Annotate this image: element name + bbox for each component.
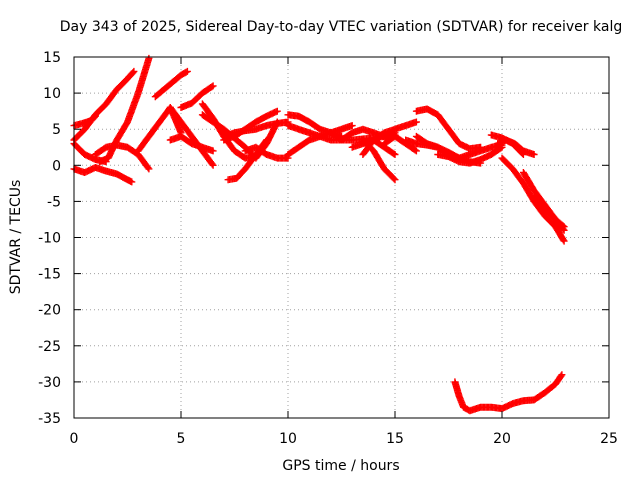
data-point bbox=[208, 160, 216, 168]
data-point bbox=[209, 82, 217, 90]
data-point bbox=[209, 147, 217, 155]
data-point bbox=[208, 83, 216, 91]
y-tick-label: -20 bbox=[38, 303, 61, 319]
data-point bbox=[128, 178, 136, 186]
series-track-q bbox=[241, 143, 292, 162]
series-track-s bbox=[284, 122, 356, 158]
data-series bbox=[70, 54, 568, 415]
data-point bbox=[145, 54, 153, 62]
data-point bbox=[390, 175, 398, 183]
series-track-f bbox=[91, 141, 153, 173]
axis-ticks: 0 5 10 15 20 25 15 10 5 0 -5 -10 -15 -20 -25 -30 -35 bbox=[38, 50, 618, 447]
y-tick-label: -15 bbox=[38, 267, 61, 283]
data-point bbox=[183, 67, 191, 75]
data-point bbox=[262, 137, 270, 145]
x-tick-label: 5 bbox=[177, 431, 186, 447]
data-point bbox=[477, 143, 485, 151]
y-axis-title: SDTVAR / TECUs bbox=[8, 180, 24, 295]
series-track-k bbox=[177, 82, 217, 111]
data-point bbox=[390, 150, 398, 158]
series-track-ab bbox=[412, 105, 485, 153]
data-point bbox=[273, 107, 281, 115]
data-point bbox=[130, 67, 138, 75]
series-track-ac bbox=[434, 143, 506, 167]
x-axis-title: GPS time / hours bbox=[282, 458, 399, 474]
data-point bbox=[182, 68, 190, 76]
y-tick-label: 5 bbox=[52, 122, 61, 138]
data-point bbox=[558, 371, 566, 379]
data-point bbox=[560, 223, 568, 231]
series-track-h bbox=[151, 67, 191, 101]
data-point bbox=[348, 122, 356, 130]
chart-title: Day 343 of 2025, Sidereal Day-to-day VTE… bbox=[60, 19, 622, 35]
data-point bbox=[391, 176, 399, 184]
series-track-ah bbox=[530, 194, 568, 231]
y-tick-label: 10 bbox=[43, 86, 61, 102]
data-point bbox=[412, 118, 420, 126]
y-tick-label: -30 bbox=[38, 375, 61, 391]
data-point bbox=[263, 136, 271, 144]
x-tick-label: 10 bbox=[279, 431, 297, 447]
x-tick-label: 0 bbox=[70, 431, 79, 447]
x-tick-label: 20 bbox=[493, 431, 511, 447]
data-point bbox=[391, 151, 399, 158]
series-track-x bbox=[359, 136, 399, 184]
y-tick-label: -35 bbox=[38, 411, 61, 427]
data-point bbox=[209, 161, 217, 169]
data-point bbox=[129, 69, 137, 76]
data-point bbox=[144, 164, 152, 172]
y-tick-label: 15 bbox=[43, 50, 61, 66]
series-track-j bbox=[166, 132, 217, 155]
data-point bbox=[412, 147, 420, 155]
series-track-ai bbox=[451, 371, 566, 415]
series-track-o bbox=[220, 118, 292, 140]
y-tick-label: -5 bbox=[47, 194, 61, 210]
x-tick-label: 25 bbox=[600, 431, 618, 447]
data-point bbox=[560, 237, 568, 245]
data-point bbox=[559, 236, 567, 244]
y-tick-label: -10 bbox=[38, 231, 61, 247]
data-point bbox=[557, 372, 565, 380]
data-point bbox=[559, 222, 567, 230]
y-tick-label: -25 bbox=[38, 339, 61, 355]
x-tick-label: 15 bbox=[386, 431, 404, 447]
series-track-ae bbox=[494, 136, 538, 158]
data-point bbox=[411, 146, 419, 154]
data-point bbox=[530, 151, 538, 158]
data-point bbox=[145, 165, 153, 173]
y-tick-label: 0 bbox=[52, 158, 61, 174]
